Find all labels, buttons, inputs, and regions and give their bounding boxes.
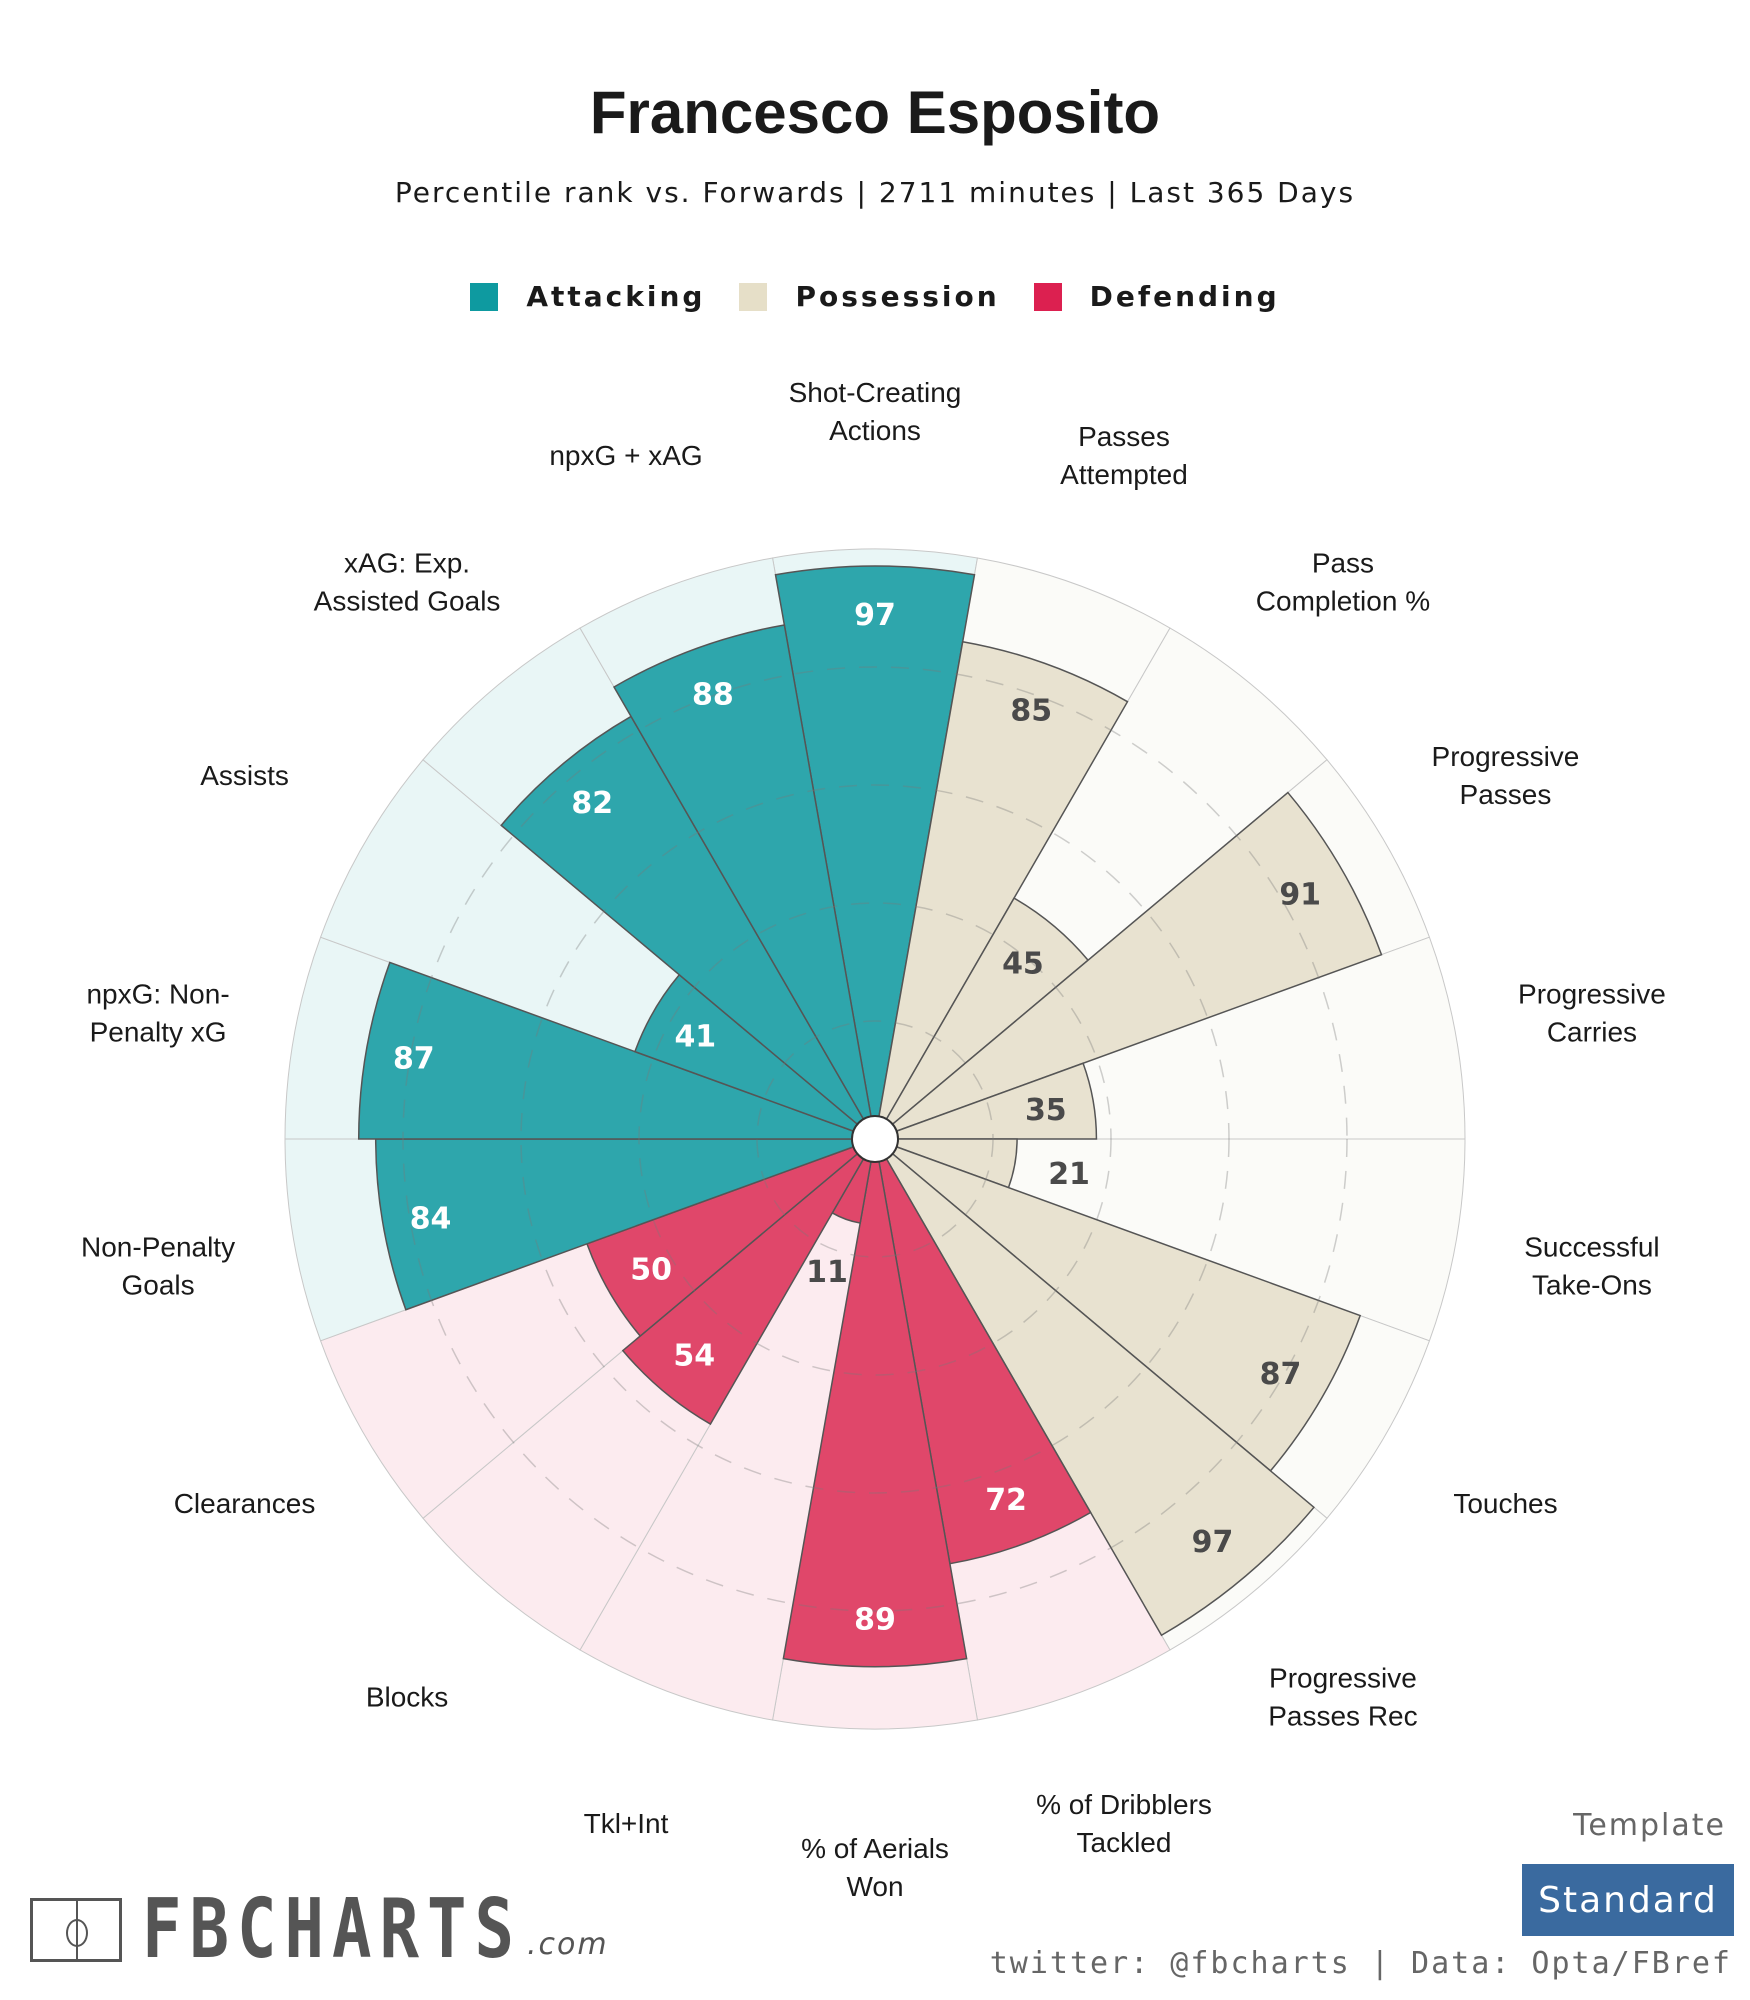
metric-label-line: Won: [846, 1871, 903, 1902]
legend-swatch-attacking: [470, 282, 499, 311]
value-label: 11: [806, 1255, 848, 1290]
metric-label-line: Actions: [829, 415, 921, 446]
metric-label-line: Blocks: [366, 1682, 448, 1713]
metric-label-line: Completion %: [1256, 585, 1430, 616]
pitch-icon: [30, 1898, 122, 1962]
legend-swatch-possession: [739, 282, 768, 311]
metric-label-of-dribblers-tackled: % of Dribblers Tackled: [1036, 1789, 1212, 1858]
metric-label-line: Tkl+Int: [584, 1808, 669, 1839]
legend-item-attacking: Attacking: [470, 280, 705, 313]
value-label: 97: [1192, 1525, 1234, 1560]
metric-label-line: Goals: [121, 1269, 194, 1300]
legend-item-defending: Defending: [1033, 280, 1280, 313]
metric-label-line: Passes: [1078, 421, 1170, 452]
value-label: 54: [673, 1338, 715, 1373]
metric-label-npxg-non-penalty-xg: npxG: Non- Penalty xG: [86, 979, 229, 1048]
template-label: Template: [1573, 1808, 1726, 1843]
metric-label-pass-completion: Pass Completion %: [1256, 547, 1430, 616]
metric-label-line: Clearances: [174, 1488, 316, 1519]
metric-label-line: % of Aerials: [801, 1833, 949, 1864]
legend-label: Attacking: [526, 280, 706, 313]
grid-ring: [402, 666, 1348, 1612]
center-hole: [851, 1115, 899, 1163]
metric-label-line: Attempted: [1060, 459, 1188, 490]
chart-subtitle: Percentile rank vs. Forwards | 2711 minu…: [394, 176, 1356, 209]
metric-label-line: npxG: Non-: [86, 979, 229, 1010]
grid-ring: [520, 784, 1230, 1494]
value-label: 45: [1002, 947, 1044, 982]
credits: twitter: @fbcharts | Data: Opta/FBref: [989, 1946, 1732, 1981]
metric-label-clearances: Clearances: [174, 1488, 316, 1519]
metric-label-line: Passes: [1460, 779, 1552, 810]
metric-label-line: Carries: [1547, 1017, 1637, 1048]
metric-label-line: Take-Ons: [1532, 1269, 1652, 1300]
template-badge: Standard: [1522, 1864, 1734, 1936]
grid-ring: [756, 1020, 994, 1258]
metric-label-line: xAG: Exp.: [344, 547, 470, 578]
metric-label-line: Progressive: [1432, 741, 1580, 772]
metric-label-line: Progressive: [1518, 979, 1666, 1010]
value-label: 87: [393, 1042, 435, 1077]
value-label: 88: [692, 678, 734, 713]
logo-suffix: .com: [526, 1927, 609, 1962]
metric-label-assists: Assists: [200, 760, 289, 791]
metric-label-passes-attempted: Passes Attempted: [1060, 421, 1188, 490]
chart-title: Francesco Esposito: [589, 79, 1161, 146]
metric-label-line: npxG + xAG: [549, 440, 702, 471]
fbcharts-logo: FBCHARTS .com: [30, 1882, 609, 1977]
metric-label-shot-creating-actions: Shot-Creating Actions: [789, 377, 962, 446]
metric-label-line: % of Dribblers: [1036, 1789, 1212, 1820]
metric-label-line: Assisted Goals: [314, 585, 501, 616]
legend-swatch-defending: [1033, 282, 1062, 311]
value-label: 72: [985, 1483, 1027, 1518]
value-label: 87: [1260, 1357, 1302, 1392]
value-label: 35: [1025, 1093, 1067, 1128]
value-label: 41: [674, 1019, 716, 1054]
value-label: 84: [410, 1201, 452, 1236]
metric-label-line: Progressive: [1269, 1663, 1417, 1694]
logo-text: FBCHARTS: [142, 1882, 522, 1977]
metric-label-line: Assists: [200, 760, 289, 791]
metric-label-of-aerials-won: % of Aerials Won: [801, 1833, 949, 1902]
value-label: 21: [1048, 1157, 1090, 1192]
metric-label-line: Penalty xG: [90, 1017, 227, 1048]
metric-label-progressive-passes-rec: Progressive Passes Rec: [1268, 1663, 1417, 1732]
metric-label-xag-exp-assisted-goals: xAG: Exp. Assisted Goals: [314, 547, 501, 616]
metric-label-progressive-passes: Progressive Passes: [1432, 741, 1580, 810]
value-label: 85: [1010, 694, 1052, 729]
metric-label-progressive-carries: Progressive Carries: [1518, 979, 1666, 1048]
metric-label-line: Pass: [1312, 547, 1374, 578]
value-label: 89: [854, 1603, 896, 1638]
metric-label-line: Successful: [1524, 1231, 1659, 1262]
grid-ring: [638, 902, 1112, 1376]
legend-item-possession: Possession: [739, 280, 999, 313]
metric-label-line: Shot-Creating: [789, 377, 962, 408]
metric-label-tkl-int: Tkl+Int: [584, 1808, 669, 1839]
metric-label-successful-take-ons: Successful Take-Ons: [1524, 1231, 1659, 1300]
legend-label: Defending: [1089, 280, 1280, 313]
metric-label-line: Passes Rec: [1268, 1701, 1417, 1732]
metric-label-line: Tackled: [1077, 1827, 1172, 1858]
metric-label-line: Non-Penalty: [81, 1231, 235, 1262]
legend: Attacking Possession Defending: [0, 280, 1750, 313]
metric-label-non-penalty-goals: Non-Penalty Goals: [81, 1231, 235, 1300]
metric-label-npxg-xag: npxG + xAG: [549, 440, 702, 471]
value-label: 91: [1279, 878, 1321, 913]
metric-label-blocks: Blocks: [366, 1682, 448, 1713]
value-label: 50: [630, 1252, 672, 1287]
value-label: 82: [571, 786, 613, 821]
metric-label-line: Touches: [1453, 1488, 1557, 1519]
metric-label-touches: Touches: [1453, 1488, 1557, 1519]
value-label: 97: [854, 598, 896, 633]
legend-label: Possession: [795, 280, 1000, 313]
